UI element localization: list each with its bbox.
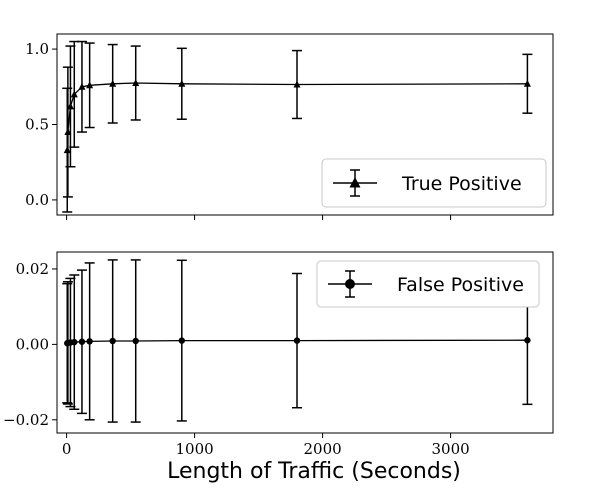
x-tick-label: 3000 [432,440,470,458]
legend-label: False Positive [397,274,524,296]
x-tick-label: 0 [62,440,72,458]
data-point-triangle [178,79,186,87]
panel-top-true-positive: 0.0 0.5 1.0 True Positive [25,33,554,220]
data-point-triangle [293,80,301,88]
data-point-triangle [523,79,531,87]
data-point-triangle [78,82,86,90]
data-point-circle [71,338,78,346]
data-point-triangle [64,128,72,136]
data-point-circle [109,337,116,345]
data-point-triangle [70,90,78,98]
y-tick-label: 0.0 [25,191,49,209]
y-tick-label: −0.02 [3,411,49,429]
legend: False Positive [316,260,540,308]
data-point-triangle [109,79,117,87]
y-tick-label: 0.02 [16,260,49,278]
x-tick-label: 2000 [304,440,342,458]
y-tick-label: 0.5 [25,116,49,134]
x-tick-label: 1000 [176,440,214,458]
legend-marker-triangle [349,177,361,188]
legend-box [321,158,547,208]
data-point-triangle [132,79,140,87]
axes-frame [56,251,554,434]
data-point-circle [132,337,139,345]
data-point-circle [86,338,93,345]
data-point-circle [524,337,531,344]
data-point-circle [178,337,185,344]
data-point-triangle [66,102,74,110]
data-point-triangle [86,81,94,89]
y-tick-label: 1.0 [25,40,49,58]
legend-box [316,260,540,308]
data-point-circle [293,337,301,344]
y-tick-label: 0.00 [16,335,49,353]
legend-marker-circle [345,279,355,289]
x-axis-title: Length of Traffic (Seconds) [167,459,461,484]
data-point-circle [78,338,86,345]
legend-label: True Positive [401,173,522,195]
legend: True Positive [321,158,547,208]
